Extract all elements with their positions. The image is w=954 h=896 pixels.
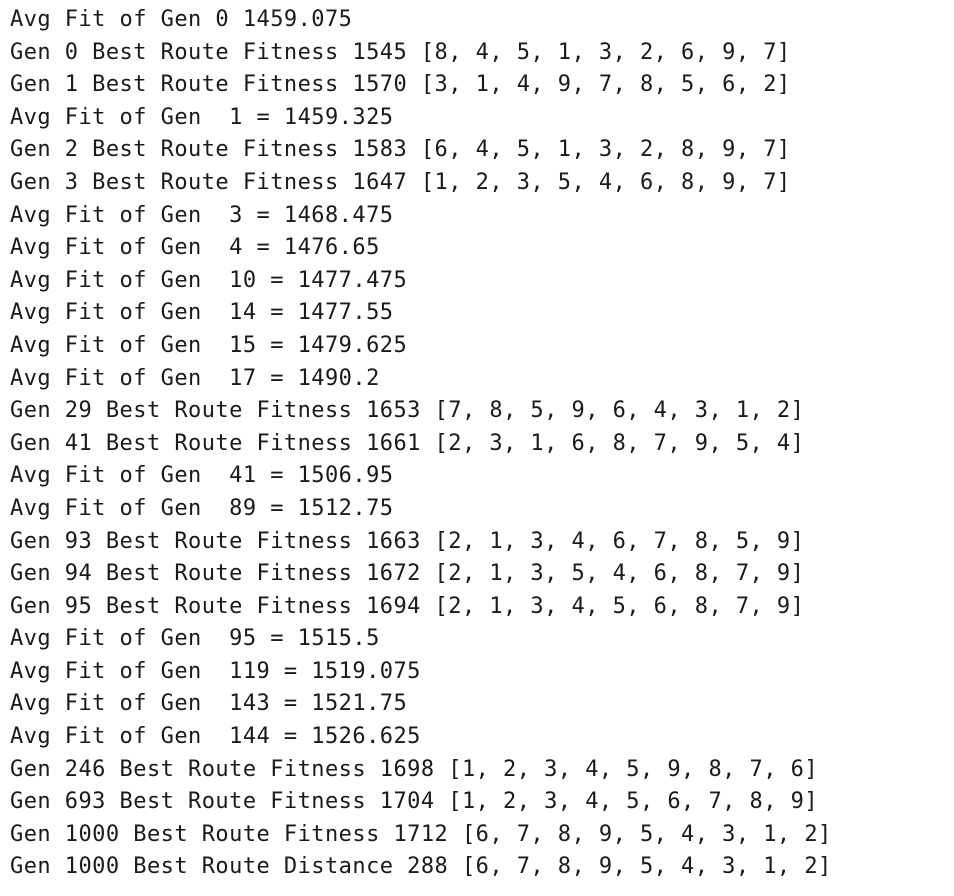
output-line: Avg Fit of Gen 0 1459.075: [10, 7, 353, 32]
output-line: Gen 0 Best Route Fitness 1545 [8, 4, 5, …: [10, 39, 791, 65]
output-line: Gen 93 Best Route Fitness 1663 [2, 1, 3,…: [10, 528, 805, 554]
output-line: Gen 1 Best Route Fitness 1570 [3, 1, 4, …: [10, 72, 791, 98]
output-line: Gen 693 Best Route Fitness 1704 [1, 2, 3…: [10, 789, 819, 815]
output-line: Gen 95 Best Route Fitness 1694 [2, 1, 3,…: [10, 593, 805, 619]
output-line: Gen 41 Best Route Fitness 1661 [2, 3, 1,…: [10, 430, 805, 456]
output-line: Avg Fit of Gen 4 = 1476.65: [10, 235, 380, 261]
output-line: Gen 3 Best Route Fitness 1647 [1, 2, 3, …: [10, 169, 791, 195]
output-line: Gen 29 Best Route Fitness 1653 [7, 8, 5,…: [10, 398, 805, 424]
output-line: Avg Fit of Gen 143 = 1521.75: [10, 691, 408, 717]
output-line: Avg Fit of Gen 119 = 1519.075: [10, 658, 421, 684]
output-line: Avg Fit of Gen 1 = 1459.325: [10, 104, 394, 130]
output-line: Avg Fit of Gen 89 = 1512.75: [10, 495, 394, 521]
output-line: Avg Fit of Gen 41 = 1506.95: [10, 463, 394, 489]
output-line: Avg Fit of Gen 15 = 1479.625: [10, 332, 408, 358]
output-line: Avg Fit of Gen 3 = 1468.475: [10, 202, 394, 228]
output-line: Gen 1000 Best Route Distance 288 [6, 7, …: [10, 854, 832, 880]
output-line: Gen 2 Best Route Fitness 1583 [6, 4, 5, …: [10, 137, 791, 163]
output-line: Gen 1000 Best Route Fitness 1712 [6, 7, …: [10, 821, 832, 847]
output-line: Gen 246 Best Route Fitness 1698 [1, 2, 3…: [10, 756, 819, 782]
output-line: Gen 94 Best Route Fitness 1672 [2, 1, 3,…: [10, 561, 805, 587]
output-line: Avg Fit of Gen 144 = 1526.625: [10, 724, 421, 750]
output-line: Avg Fit of Gen 14 = 1477.55: [10, 300, 394, 326]
output-line: Avg Fit of Gen 17 = 1490.2: [10, 365, 380, 391]
output-line: Avg Fit of Gen 95 = 1515.5: [10, 626, 380, 652]
output-line: Avg Fit of Gen 10 = 1477.475: [10, 267, 408, 293]
